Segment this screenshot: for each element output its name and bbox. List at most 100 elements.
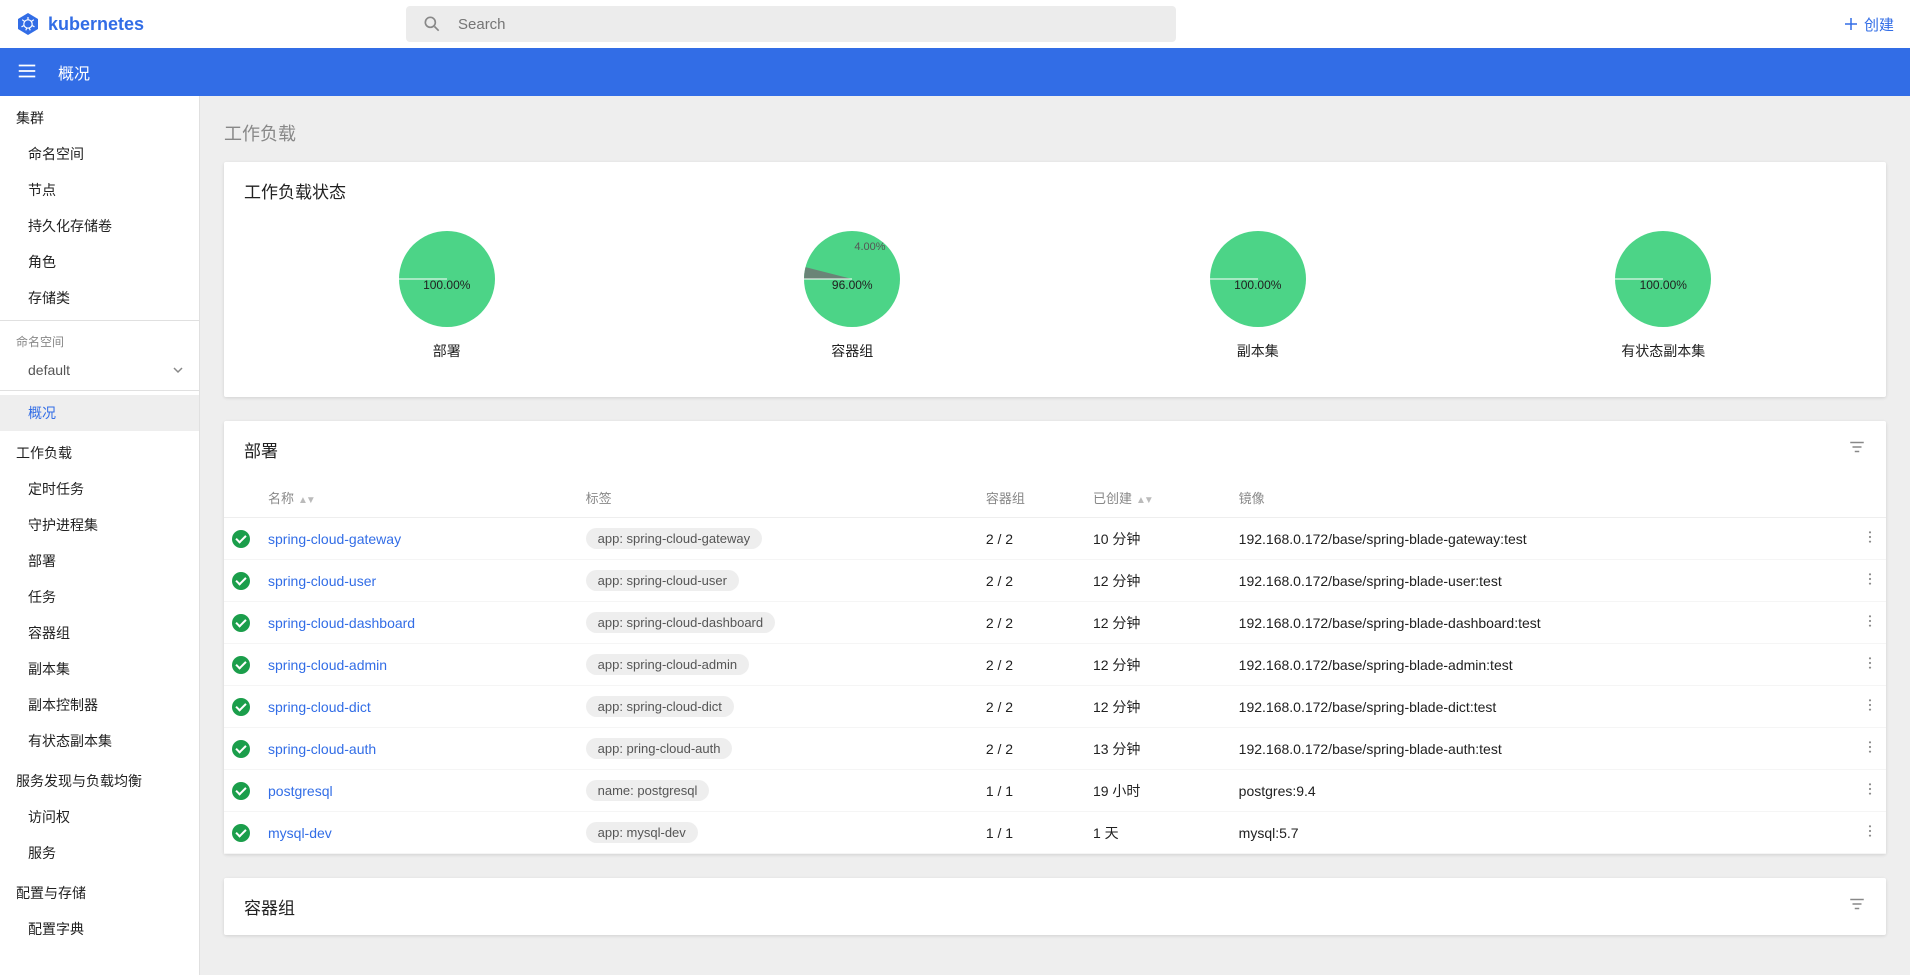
created-cell: 1 天 <box>1085 812 1231 854</box>
nav-discovery-item-0[interactable]: 访问权 <box>0 799 199 835</box>
pods-cell: 2 / 2 <box>978 602 1085 644</box>
pods-cell: 2 / 2 <box>978 686 1085 728</box>
nav-workload-item-6[interactable]: 副本控制器 <box>0 687 199 723</box>
titlebar: 概况 <box>0 48 1910 96</box>
row-menu-button[interactable] <box>1850 518 1886 560</box>
table-row: mysql-dev app: mysql-dev 1 / 1 1 天 mysql… <box>224 812 1886 854</box>
pods-cell: 1 / 1 <box>978 812 1085 854</box>
created-cell: 12 分钟 <box>1085 602 1231 644</box>
nav-workload-item-0[interactable]: 定时任务 <box>0 471 199 507</box>
nav-config-item-0[interactable]: 配置字典 <box>0 911 199 947</box>
search-box[interactable] <box>406 6 1176 42</box>
deployment-link[interactable]: spring-cloud-dict <box>268 699 371 715</box>
image-cell: 192.168.0.172/base/spring-blade-admin:te… <box>1231 644 1850 686</box>
created-cell: 13 分钟 <box>1085 728 1231 770</box>
row-menu-button[interactable] <box>1850 770 1886 812</box>
status-ok-icon <box>232 530 250 548</box>
brand-text: kubernetes <box>48 14 144 35</box>
hamburger-icon <box>16 60 38 82</box>
kebab-icon <box>1862 571 1878 587</box>
create-label: 创建 <box>1864 14 1894 35</box>
label-chip: app: spring-cloud-user <box>586 570 739 591</box>
deployment-link[interactable]: postgresql <box>268 783 333 799</box>
status-card-title: 工作负载状态 <box>224 162 1886 219</box>
deployment-link[interactable]: mysql-dev <box>268 825 332 841</box>
deployment-link[interactable]: spring-cloud-user <box>268 573 376 589</box>
filter-button[interactable] <box>1848 438 1866 461</box>
brand-logo[interactable]: kubernetes <box>16 12 406 36</box>
image-cell: 192.168.0.172/base/spring-blade-dashboar… <box>1231 602 1850 644</box>
nav-workload-item-5[interactable]: 副本集 <box>0 651 199 687</box>
filter-icon <box>1848 438 1866 456</box>
image-cell: 192.168.0.172/base/spring-blade-auth:tes… <box>1231 728 1850 770</box>
kebab-icon <box>1862 613 1878 629</box>
kubernetes-icon <box>16 12 40 36</box>
search-input[interactable] <box>458 16 1160 33</box>
nav-item-overview[interactable]: 概况 <box>0 395 199 431</box>
image-cell: postgres:9.4 <box>1231 770 1850 812</box>
image-cell: 192.168.0.172/base/spring-blade-dict:tes… <box>1231 686 1850 728</box>
pie-center-label: 100.00% <box>1234 278 1281 292</box>
created-cell: 19 小时 <box>1085 770 1231 812</box>
nav-cluster-item-1[interactable]: 节点 <box>0 172 199 208</box>
search-icon <box>422 14 442 34</box>
nav-workload-item-3[interactable]: 任务 <box>0 579 199 615</box>
row-menu-button[interactable] <box>1850 644 1886 686</box>
create-button[interactable]: 创建 <box>1842 14 1894 35</box>
nav-workload-item-2[interactable]: 部署 <box>0 543 199 579</box>
pie-name: 容器组 <box>800 341 904 361</box>
table-row: spring-cloud-gateway app: spring-cloud-g… <box>224 518 1886 560</box>
deployment-link[interactable]: spring-cloud-admin <box>268 657 387 673</box>
deployment-link[interactable]: spring-cloud-dashboard <box>268 615 415 631</box>
nav-discovery-item-1[interactable]: 服务 <box>0 835 199 871</box>
col-name[interactable]: 名称▲▼ <box>260 478 578 518</box>
pie-部署: 100.00% 部署 <box>395 227 499 361</box>
created-cell: 12 分钟 <box>1085 560 1231 602</box>
row-menu-button[interactable] <box>1850 812 1886 854</box>
nav-cluster-item-2[interactable]: 持久化存储卷 <box>0 208 199 244</box>
pods-card-title: 容器组 <box>244 894 295 919</box>
nav-cluster-item-4[interactable]: 存储类 <box>0 280 199 316</box>
kebab-icon <box>1862 529 1878 545</box>
status-ok-icon <box>232 782 250 800</box>
table-row: spring-cloud-dict app: spring-cloud-dict… <box>224 686 1886 728</box>
row-menu-button[interactable] <box>1850 686 1886 728</box>
menu-toggle[interactable] <box>16 60 38 85</box>
table-row: spring-cloud-user app: spring-cloud-user… <box>224 560 1886 602</box>
status-ok-icon <box>232 614 250 632</box>
namespace-select[interactable]: default <box>0 354 199 386</box>
nav-section-discovery: 服务发现与负载均衡 <box>0 759 199 799</box>
status-ok-icon <box>232 698 250 716</box>
nav-workload-item-4[interactable]: 容器组 <box>0 615 199 651</box>
nav-section-cluster: 集群 <box>0 96 199 136</box>
chevron-down-icon <box>173 365 183 375</box>
image-cell: 192.168.0.172/base/spring-blade-gateway:… <box>1231 518 1850 560</box>
col-pods: 容器组 <box>978 478 1085 518</box>
deployment-link[interactable]: spring-cloud-auth <box>268 741 376 757</box>
nav-cluster-item-0[interactable]: 命名空间 <box>0 136 199 172</box>
pie-name: 部署 <box>395 341 499 361</box>
pods-filter-button[interactable] <box>1848 895 1866 918</box>
col-created[interactable]: 已创建▲▼ <box>1085 478 1231 518</box>
kebab-icon <box>1862 781 1878 797</box>
deployment-link[interactable]: spring-cloud-gateway <box>268 531 401 547</box>
kebab-icon <box>1862 823 1878 839</box>
deployments-table: 名称▲▼ 标签 容器组 已创建▲▼ 镜像 spring-cloud-gatewa… <box>224 478 1886 854</box>
row-menu-button[interactable] <box>1850 602 1886 644</box>
nav-cluster-item-3[interactable]: 角色 <box>0 244 199 280</box>
sidebar: 集群 命名空间节点持久化存储卷角色存储类 命名空间 default 概况 工作负… <box>0 96 200 975</box>
nav-workload-item-1[interactable]: 守护进程集 <box>0 507 199 543</box>
pie-center-label: 96.00% <box>832 278 873 292</box>
status-ok-icon <box>232 740 250 758</box>
created-cell: 10 分钟 <box>1085 518 1231 560</box>
row-menu-button[interactable] <box>1850 560 1886 602</box>
main-content: 工作负载 工作负载状态 100.00% 部署 96.00% 4.00% <box>200 96 1910 975</box>
status-ok-icon <box>232 572 250 590</box>
table-row: spring-cloud-dashboard app: spring-cloud… <box>224 602 1886 644</box>
pie-name: 副本集 <box>1206 341 1310 361</box>
row-menu-button[interactable] <box>1850 728 1886 770</box>
namespace-selected: default <box>28 362 70 378</box>
nav-workload-item-7[interactable]: 有状态副本集 <box>0 723 199 759</box>
label-chip: app: spring-cloud-admin <box>586 654 749 675</box>
page-title: 概况 <box>58 60 90 84</box>
